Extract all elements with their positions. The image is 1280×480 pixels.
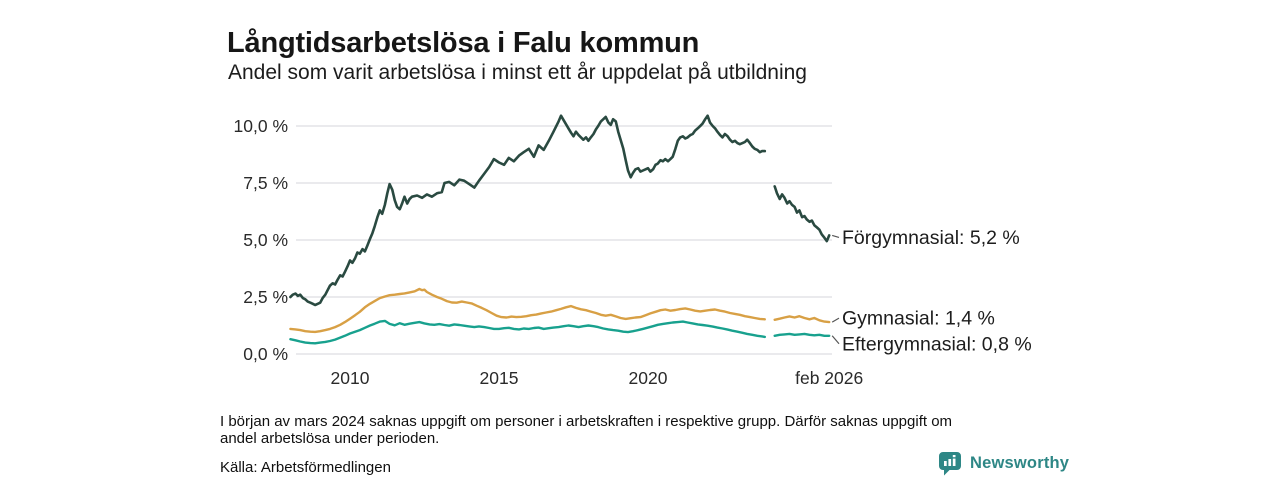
y-axis-tick-label: 7,5 % <box>243 173 288 193</box>
annotation-connector <box>831 335 840 345</box>
series-line-eftergymnasial <box>289 319 766 345</box>
annotation-connector <box>831 317 840 323</box>
x-axis-tick-label: 2020 <box>629 368 668 388</box>
series-line-förgymnasial <box>289 114 767 307</box>
series-annotation: Förgymnasial: 5,2 % <box>842 227 1020 249</box>
footnote: I början av mars 2024 saknas uppgift om … <box>220 413 952 447</box>
page-title: Långtidsarbetslösa i Falu kommun <box>227 27 700 60</box>
series-line-gymnasial <box>289 287 766 334</box>
x-axis-tick-label: 2015 <box>480 368 519 388</box>
page-subtitle: Andel som varit arbetslösa i minst ett å… <box>228 61 807 84</box>
y-axis-tick-label: 2,5 % <box>243 287 288 307</box>
series-annotation: Gymnasial: 1,4 % <box>842 308 995 330</box>
footnote-line: andel arbetslösa under perioden. <box>220 430 440 447</box>
y-axis-tick-label: 10,0 % <box>234 116 288 136</box>
footnote-line: I början av mars 2024 saknas uppgift om … <box>220 413 953 430</box>
bar-chart-speech-bubble-icon <box>939 452 961 476</box>
series-line-förgymnasial <box>773 185 831 243</box>
series-line-eftergymnasial <box>773 332 831 337</box>
x-axis-tick-label: feb 2026 <box>795 368 863 388</box>
series-annotation: Eftergymnasial: 0,8 % <box>842 333 1032 355</box>
annotation-connector <box>832 234 840 239</box>
source-note: Källa: Arbetsförmedlingen <box>220 459 391 476</box>
branding: Newsworthy <box>938 451 1069 476</box>
x-axis-tick-label: 2010 <box>331 368 370 388</box>
y-axis-tick-label: 0,0 % <box>243 344 288 364</box>
series-line-gymnasial <box>773 315 831 324</box>
y-axis-tick-label: 5,0 % <box>243 230 288 250</box>
brand-name: Newsworthy <box>970 454 1070 472</box>
